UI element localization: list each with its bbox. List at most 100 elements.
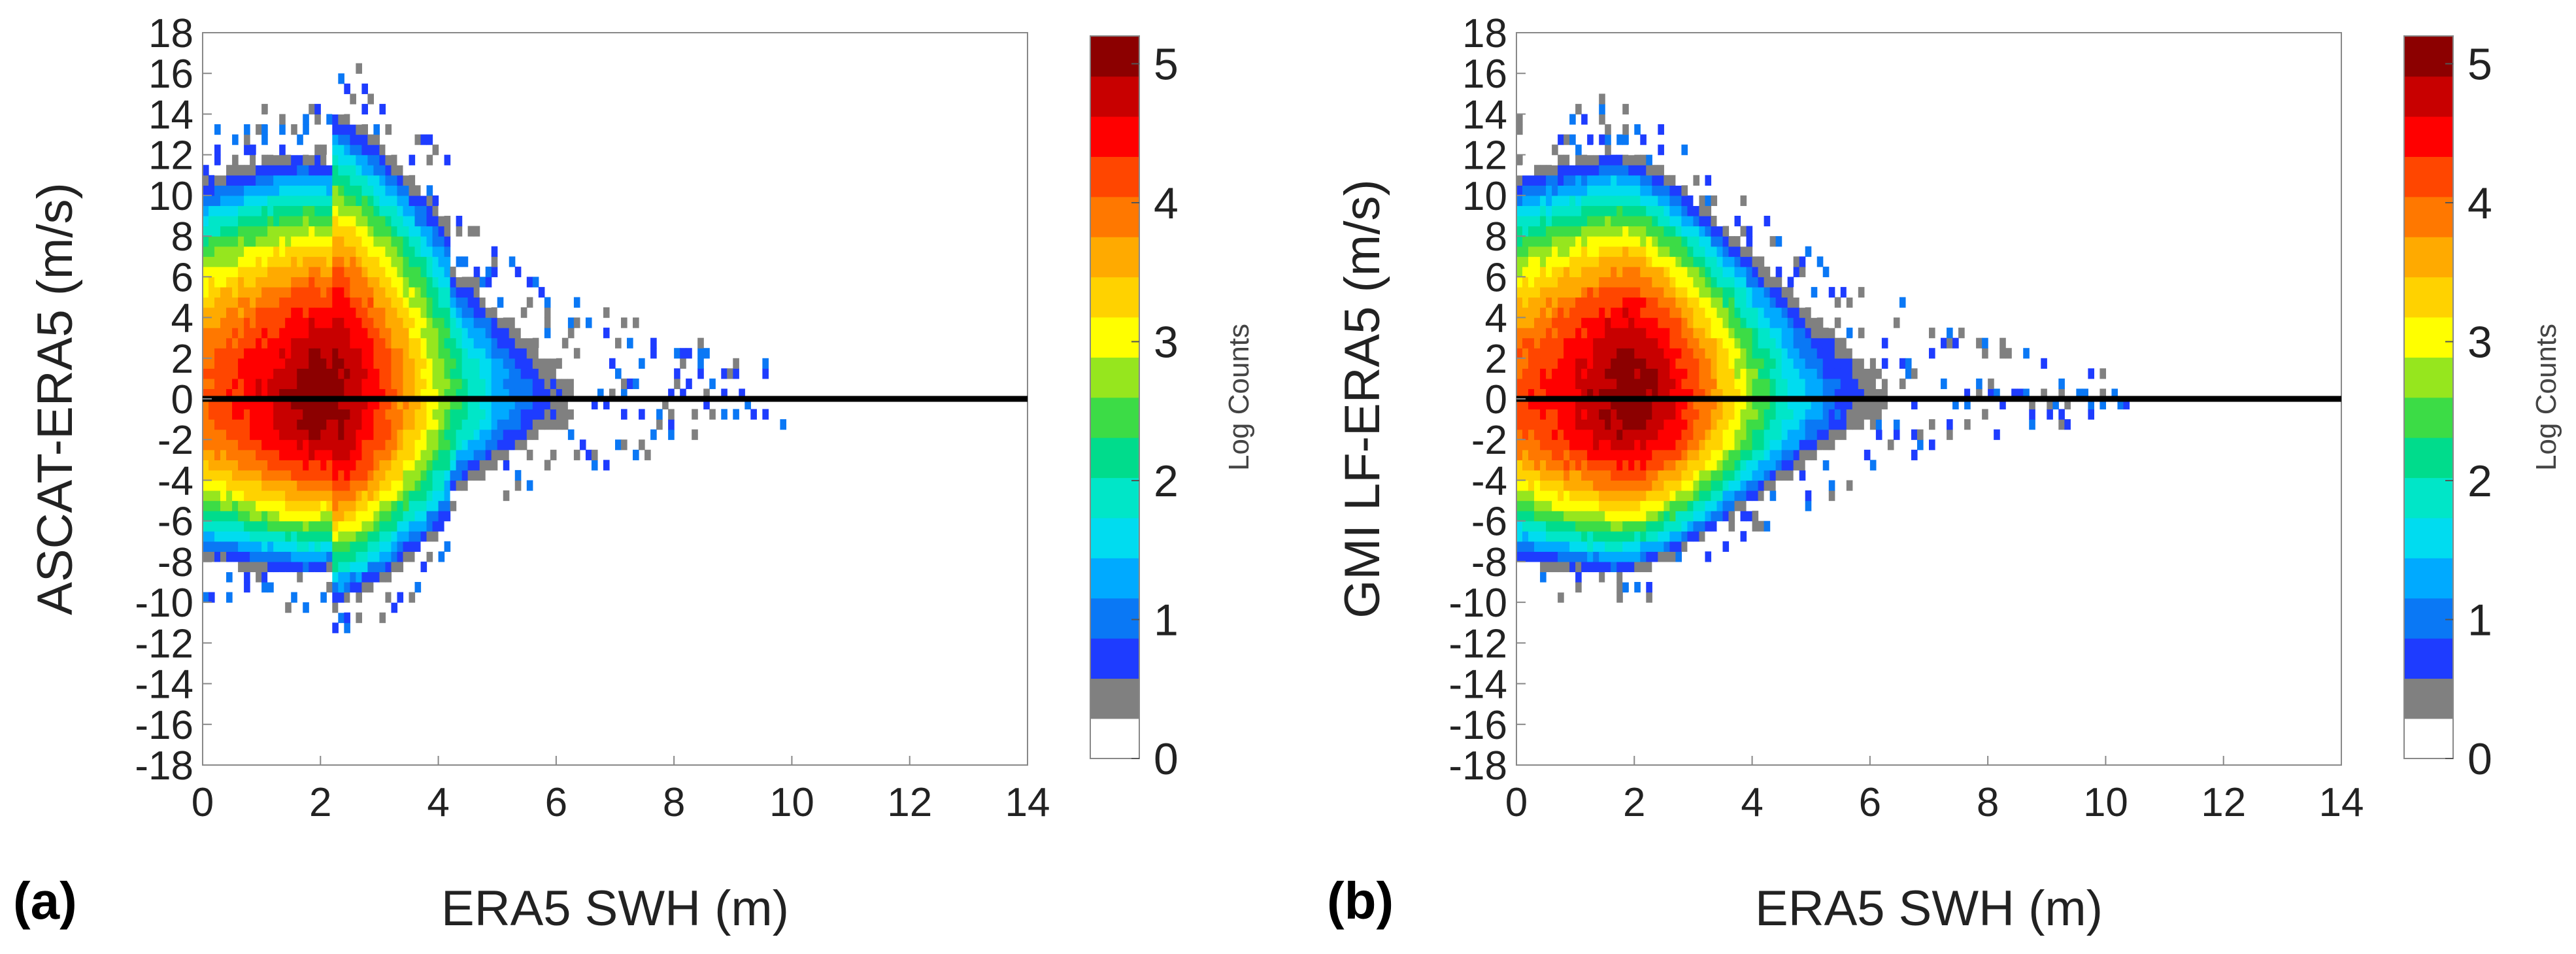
heatmap-cell (1705, 500, 1712, 511)
heatmap-cell (473, 419, 480, 430)
heatmap-cell (1534, 297, 1541, 308)
heatmap-cell (1599, 236, 1605, 247)
heatmap-cell (1605, 358, 1611, 369)
heatmap-cell (226, 378, 233, 390)
heatmap-cell (426, 511, 433, 522)
heatmap-cell (244, 175, 250, 186)
heatmap-cell (320, 368, 327, 379)
heatmap-cell (561, 419, 569, 430)
heatmap-cell (1593, 429, 1599, 440)
heatmap-cell (485, 409, 492, 420)
heatmap-cell (350, 134, 356, 145)
heatmap-cell (391, 277, 398, 288)
heatmap-cell (1516, 439, 1523, 451)
heatmap-cell (1840, 368, 1847, 379)
heatmap-cell (214, 469, 221, 481)
heatmap-cell (1558, 328, 1564, 339)
heatmap-cell (414, 317, 422, 328)
heatmap-cell (361, 286, 368, 298)
heatmap-cell (291, 500, 297, 511)
heatmap-cell (1611, 460, 1617, 471)
heatmap-cell (1522, 388, 1529, 400)
heatmap-cell (414, 246, 422, 257)
heatmap-cell (1764, 328, 1771, 339)
heatmap-cell (338, 205, 344, 216)
heatmap-cell (550, 429, 557, 440)
heatmap-cell (1658, 490, 1664, 502)
heatmap-cell (1640, 551, 1647, 562)
heatmap-cell (1669, 520, 1676, 532)
heatmap-cell (1622, 531, 1629, 542)
heatmap-cell (314, 409, 321, 420)
heatmap-cell (1540, 490, 1547, 502)
heatmap-cell (1540, 460, 1547, 471)
heatmap-cell (244, 134, 250, 145)
colorbar-segment (1090, 196, 1139, 237)
heatmap-cell (1540, 378, 1547, 390)
heatmap-cell (314, 256, 321, 267)
heatmap-cell (1740, 317, 1747, 328)
x-axis-ticks-b: 0 2 4 6 8 10 12 14 (1505, 756, 2364, 825)
heatmap-cell (226, 592, 233, 603)
heatmap-cell (1611, 358, 1617, 369)
heatmap-cell (309, 439, 315, 451)
heatmap-cell (291, 368, 297, 379)
heatmap-cell (438, 216, 445, 227)
heatmap-cell (291, 185, 297, 196)
heatmap-cell (1616, 490, 1623, 502)
heatmap-cell (1758, 449, 1765, 460)
heatmap-cell (479, 399, 486, 410)
heatmap-cell (1746, 469, 1753, 481)
heatmap-cell (1746, 409, 1753, 420)
heatmap-cell (403, 205, 410, 216)
heatmap-cell (1599, 205, 1605, 216)
heatmap-cell (356, 531, 362, 542)
heatmap-cell (1864, 348, 1871, 359)
heatmap-cell (332, 103, 339, 115)
heatmap-cell (1622, 449, 1629, 460)
heatmap-cell (1611, 531, 1617, 542)
heatmap-cell (473, 286, 480, 298)
heatmap-cell (1652, 419, 1658, 430)
heatmap-cell (473, 337, 480, 349)
heatmap-cell (1564, 480, 1570, 491)
heatmap-cell (414, 337, 422, 349)
heatmap-cell (297, 154, 303, 165)
heatmap-cell (1622, 409, 1629, 420)
heatmap-cell (1664, 216, 1670, 227)
heatmap-cell (320, 449, 327, 460)
heatmap-cell (1728, 480, 1735, 491)
heatmap-cell (361, 541, 368, 552)
heatmap-cell (1581, 449, 1588, 460)
heatmap-cell (450, 328, 457, 339)
heatmap-cell (220, 165, 227, 176)
heatmap-cell (1746, 399, 1753, 410)
heatmap-cell (273, 297, 280, 308)
heatmap-cell (438, 286, 445, 298)
heatmap-cell (244, 439, 250, 451)
heatmap-cell (1522, 277, 1529, 288)
heatmap-cell (1711, 216, 1718, 227)
heatmap-cell (244, 460, 250, 471)
heatmap-cell (267, 337, 274, 349)
heatmap-cell (1516, 165, 1523, 176)
heatmap-cell (297, 145, 303, 156)
heatmap-cell (1781, 419, 1788, 430)
heatmap-cell (1781, 297, 1788, 308)
heatmap-cell (1875, 409, 1882, 420)
heatmap-cell (320, 500, 327, 511)
heatmap-cell (1834, 378, 1841, 390)
heatmap-cell (509, 328, 516, 339)
heatmap-cell (256, 277, 262, 288)
heatmap-cell (1569, 399, 1576, 410)
heatmap-cell (1681, 541, 1688, 552)
heatmap-cell (1634, 551, 1641, 562)
heatmap-cell (1540, 256, 1547, 267)
heatmap-cell (1558, 266, 1564, 277)
heatmap-cell (1775, 317, 1782, 328)
heatmap-cell (338, 592, 344, 603)
heatmap-cell (461, 378, 469, 390)
heatmap-cell (379, 348, 386, 359)
heatmap-cell (1581, 460, 1588, 471)
heatmap-cell (479, 348, 486, 359)
